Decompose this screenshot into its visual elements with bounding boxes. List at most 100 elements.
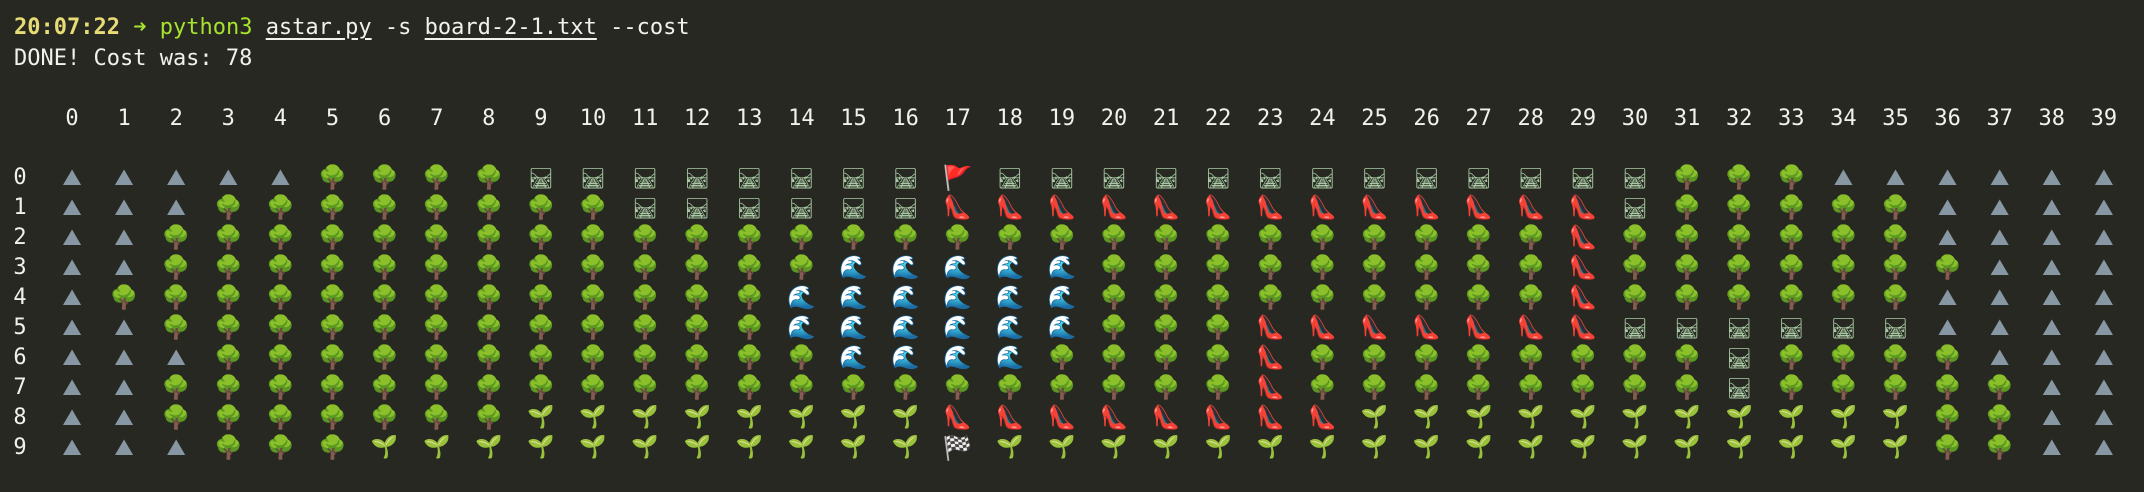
tree-icon: 🌳 — [1829, 225, 1858, 251]
tree-icon: 🌳 — [1985, 435, 2014, 461]
column-label: 29 — [1569, 106, 1597, 131]
sprout-icon: 🌱 — [1517, 435, 1545, 460]
tree-icon: 🌳 — [161, 285, 191, 311]
tree-icon: 🌳 — [318, 285, 347, 311]
tree-icon: 🌳 — [161, 315, 191, 341]
tree-icon: 🌳 — [1203, 285, 1233, 311]
tree-icon: 🌳 — [318, 405, 347, 431]
tree-icon: 🌳 — [266, 225, 295, 251]
tree-icon: 🌳 — [682, 255, 712, 281]
bridge-icon: 🛤 — [1622, 316, 1648, 340]
column-label: 18 — [996, 106, 1024, 131]
row-label: 8 — [13, 405, 27, 430]
path-heel-icon: 👠 — [1516, 315, 1546, 341]
tree-icon: 🌳 — [1464, 375, 1493, 401]
mountain-icon: ⛰ — [2042, 285, 2062, 311]
tree-icon: 🌳 — [1724, 165, 1754, 191]
tree-icon: 🌳 — [1360, 345, 1389, 371]
mountain-icon: ⛰ — [2042, 345, 2062, 371]
tree-icon: 🌳 — [734, 225, 764, 251]
tree-icon: 🌳 — [578, 345, 608, 371]
bridge-icon: 🛤 — [997, 166, 1023, 190]
tree-icon: 🌳 — [1099, 255, 1129, 281]
sprout-icon: 🌱 — [1308, 435, 1337, 460]
water-icon: 🌊 — [787, 315, 816, 341]
tree-icon: 🌳 — [630, 225, 660, 251]
water-icon: 🌊 — [839, 255, 868, 281]
tree-icon: 🌳 — [422, 345, 451, 371]
column-label: 14 — [788, 106, 815, 131]
row-label: 0 — [13, 165, 27, 190]
bridge-icon: 🛤 — [1778, 316, 1804, 340]
water-icon: 🌊 — [995, 315, 1025, 341]
tree-icon: 🌳 — [1412, 255, 1441, 281]
water-icon: 🌊 — [995, 345, 1025, 371]
column-label: 1 — [117, 106, 131, 131]
tree-icon: 🌳 — [1776, 285, 1806, 311]
tree-icon: 🌳 — [1099, 225, 1129, 251]
sprout-icon: 🌱 — [1725, 405, 1753, 430]
path-heel-icon: 👠 — [1360, 195, 1389, 221]
bridge-icon: 🛤 — [736, 166, 762, 190]
sprout-icon: 🌱 — [683, 405, 711, 430]
tree-icon: 🌳 — [1933, 375, 1962, 401]
sprout-icon: 🌱 — [1464, 435, 1493, 460]
column-label: 21 — [1152, 106, 1180, 131]
tree-icon: 🌳 — [474, 375, 504, 401]
tree-icon: 🌳 — [370, 315, 399, 341]
water-icon: 🌊 — [995, 285, 1025, 311]
tree-icon: 🌳 — [734, 255, 764, 281]
tree-icon: 🌳 — [1464, 225, 1493, 251]
sprout-icon: 🌱 — [631, 435, 659, 460]
tree-icon: 🌳 — [266, 195, 295, 221]
mountain-icon: ⛰ — [62, 195, 82, 221]
column-label: 19 — [1048, 106, 1076, 131]
row-label: 7 — [13, 375, 27, 400]
mountain-icon: ⛰ — [114, 225, 134, 251]
path-heel-icon: 👠 — [1255, 345, 1285, 371]
tree-icon: 🌳 — [422, 315, 451, 341]
bridge-icon: 🛤 — [892, 166, 919, 190]
tree-icon: 🌳 — [891, 375, 920, 401]
mountain-icon: ⛰ — [114, 405, 134, 431]
path-heel-icon: 👠 — [1308, 405, 1337, 431]
tree-icon: 🌳 — [1933, 255, 1962, 281]
tree-icon: 🌳 — [474, 345, 504, 371]
tree-icon: 🌳 — [734, 285, 764, 311]
tree-icon: 🌳 — [1255, 225, 1285, 251]
mountain-icon: ⛰ — [114, 375, 134, 401]
output-line: DONE! Cost was: 78 — [14, 46, 253, 71]
tree-icon: 🌳 — [1099, 375, 1129, 401]
tree-icon: 🌳 — [1829, 375, 1858, 401]
sprout-icon: 🌱 — [1256, 435, 1284, 460]
mountain-icon: ⛰ — [62, 285, 82, 311]
tree-icon: 🌳 — [1881, 195, 1910, 221]
mountain-icon: ⛰ — [1937, 195, 1958, 221]
mountain-icon: ⛰ — [2094, 285, 2114, 311]
tree-icon: 🌳 — [1203, 255, 1233, 281]
tree-icon: 🌳 — [1829, 285, 1858, 311]
tree-icon: 🌳 — [1516, 225, 1546, 251]
sprout-icon: 🌱 — [1569, 435, 1597, 460]
mountain-icon: ⛰ — [1937, 315, 1958, 341]
tree-icon: 🌳 — [370, 255, 399, 281]
tree-icon: 🌳 — [1151, 285, 1181, 311]
tree-icon: 🌳 — [370, 405, 399, 431]
tree-icon: 🌳 — [1151, 315, 1181, 341]
path-heel-icon: 👠 — [1099, 195, 1129, 221]
tree-icon: 🌳 — [318, 255, 347, 281]
tree-icon: 🌳 — [266, 345, 295, 371]
path-heel-icon: 👠 — [1464, 315, 1493, 341]
tree-icon: 🌳 — [1829, 195, 1858, 221]
tree-icon: 🌳 — [787, 375, 816, 401]
water-icon: 🌊 — [839, 315, 868, 341]
path-heel-icon: 👠 — [1255, 195, 1285, 221]
sprout-icon: 🌱 — [1881, 405, 1910, 430]
tree-icon: 🌳 — [1360, 225, 1389, 251]
tree-icon: 🌳 — [1620, 255, 1650, 281]
bridge-icon: 🛤 — [1518, 166, 1544, 190]
tree-icon: 🌳 — [1516, 255, 1546, 281]
tree-icon: 🌳 — [266, 315, 295, 341]
tree-icon: 🌳 — [1881, 345, 1910, 371]
tree-icon: 🌳 — [734, 375, 764, 401]
